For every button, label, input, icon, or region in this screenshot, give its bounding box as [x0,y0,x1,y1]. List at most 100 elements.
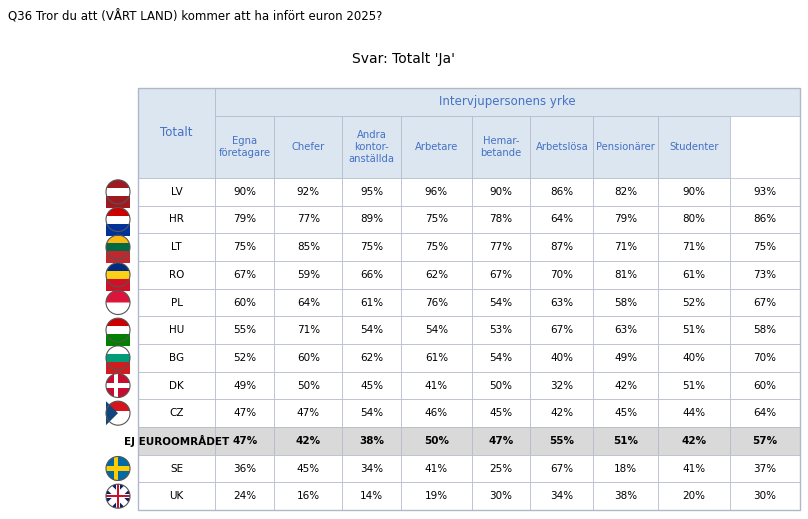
Bar [106,215,130,224]
Text: 78%: 78% [490,214,512,225]
Bar [530,116,593,178]
Bar [658,344,730,372]
Bar [530,344,593,372]
Bar [343,261,402,289]
Text: 45%: 45% [360,380,383,390]
Text: BG: BG [169,353,184,363]
Bar [106,494,130,498]
Bar [658,289,730,317]
Text: 41%: 41% [425,380,448,390]
Bar [530,317,593,344]
Text: 89%: 89% [360,214,383,225]
Text: 51%: 51% [682,325,705,335]
Bar [343,372,402,399]
Bar [658,399,730,427]
Bar [730,372,800,399]
Text: 95%: 95% [360,187,383,197]
Text: 41%: 41% [425,463,448,473]
Bar [274,206,343,234]
Bar [402,261,472,289]
Text: Egna
företagare: Egna företagare [219,136,271,158]
Bar [343,116,402,178]
Bar [138,88,800,510]
Circle shape [106,484,130,508]
Bar [106,413,130,425]
Bar [593,206,658,234]
Bar [402,206,472,234]
Text: 54%: 54% [490,353,512,363]
Text: 64%: 64% [753,408,776,418]
Circle shape [106,208,130,231]
Text: 60%: 60% [297,353,320,363]
Bar [216,482,274,510]
Bar [530,261,593,289]
Text: 44%: 44% [682,408,705,418]
Bar [402,482,472,510]
Bar [106,362,130,374]
Bar [138,178,216,206]
Bar [106,411,130,415]
Bar [106,224,130,236]
Text: 90%: 90% [490,187,512,197]
Circle shape [106,318,130,342]
Bar [472,178,530,206]
Bar [106,384,130,388]
Text: LT: LT [171,242,182,252]
Bar [658,261,730,289]
Text: Hemar-
betande: Hemar- betande [480,136,521,158]
Bar [593,482,658,510]
Text: 52%: 52% [682,297,705,307]
Text: 38%: 38% [614,491,638,501]
Bar [343,344,402,372]
Bar [216,372,274,399]
Bar [138,317,216,344]
Bar [593,427,658,455]
Text: Chefer: Chefer [292,142,325,152]
Text: 63%: 63% [550,297,574,307]
Text: 75%: 75% [360,242,383,252]
Bar [138,88,216,116]
Text: Arbetslösa: Arbetslösa [536,142,588,152]
Text: EJ EUROOMRÅDET: EJ EUROOMRÅDET [124,435,229,447]
Bar [530,399,593,427]
Bar [472,317,530,344]
Bar [472,116,530,178]
Bar [472,482,530,510]
Bar [530,289,593,317]
Bar [472,427,530,455]
Text: Q36 Tror du att (VÅRT LAND) kommer att ha infört euron 2025?: Q36 Tror du att (VÅRT LAND) kommer att h… [8,10,382,23]
Bar [402,317,472,344]
Text: 54%: 54% [360,408,383,418]
Bar [730,178,800,206]
Text: 36%: 36% [234,463,256,473]
Text: 41%: 41% [682,463,705,473]
Text: 76%: 76% [425,297,448,307]
Text: 66%: 66% [360,270,383,280]
Text: 82%: 82% [614,187,638,197]
Text: 62%: 62% [425,270,448,280]
Text: 54%: 54% [425,325,448,335]
Bar [343,427,402,455]
Bar [274,372,343,399]
Bar [274,261,343,289]
Text: 67%: 67% [550,463,574,473]
Text: 24%: 24% [234,491,256,501]
Text: Totalt: Totalt [161,127,193,140]
Bar [216,317,274,344]
Bar [343,206,402,234]
Bar [106,467,130,471]
Text: 42%: 42% [550,408,574,418]
Text: 47%: 47% [232,436,258,446]
Text: SE: SE [170,463,183,473]
Wedge shape [106,291,130,303]
Bar [593,261,658,289]
Text: 52%: 52% [234,353,256,363]
Text: 47%: 47% [297,408,320,418]
Text: 42%: 42% [614,380,638,390]
Bar [402,344,472,372]
Bar [472,234,530,261]
Bar [216,344,274,372]
Bar [593,399,658,427]
Bar [593,234,658,261]
Bar [138,289,216,317]
